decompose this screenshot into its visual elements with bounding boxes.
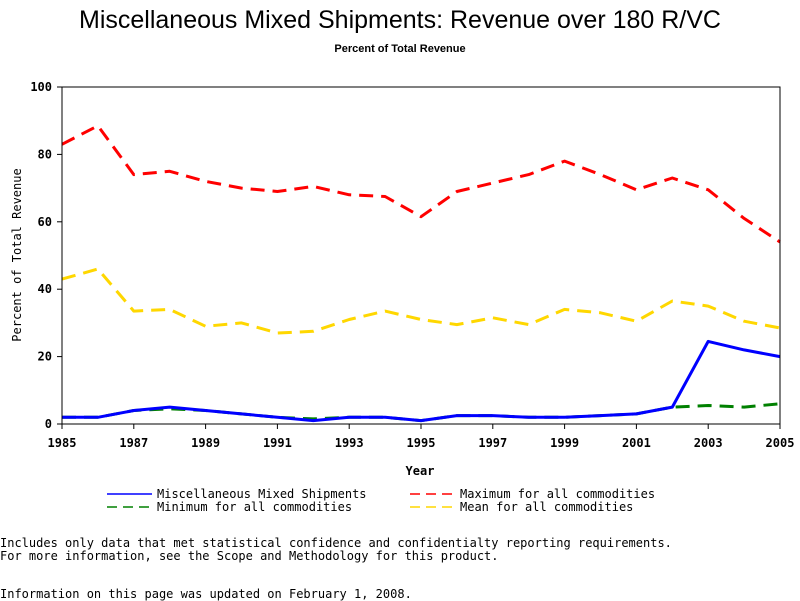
y-tick-label: 60 [38,215,52,229]
series-line-maximum-for-all-commodities [61,124,781,244]
y-tick-label: 20 [38,350,52,364]
footnote-confidentiality: Includes only data that met statistical … [0,536,672,550]
chart-title: Miscellaneous Mixed Shipments: Revenue o… [79,6,721,34]
legend: Miscellaneous Mixed Shipments Maximum for… [107,487,655,514]
x-tick-label: 2005 [766,436,795,450]
line-chart: 1985 1987 1989 1991 1993 1995 1997 1999 2001 2003… [10,80,795,514]
series-line-mean-for-all-commodities [61,267,781,335]
legend-label: Maximum for all commodities [460,487,655,501]
footnote-methodology: For more information, see the Scope and … [0,549,499,563]
plot-frame [61,86,781,425]
series-line-miscellaneous-mixed-shipments [62,339,781,423]
y-axis-label: Percent of Total Revenue [10,168,24,341]
x-tick-label: 1987 [119,436,148,450]
footnote-updated: Information on this page was updated on … [0,587,412,601]
x-tick-label: 1991 [263,436,292,450]
legend-label: Mean for all commodities [460,500,633,514]
x-tick-label: 1995 [407,436,436,450]
y-tick-label: 40 [38,282,52,296]
legend-label: Minimum for all commodities [157,500,352,514]
legend-label: Miscellaneous Mixed Shipments [157,487,367,501]
y-tick-label: 100 [30,80,52,94]
x-tick-label: 1993 [335,436,364,450]
x-tick-label: 2003 [694,436,723,450]
x-tick-label: 1989 [191,436,220,450]
x-tick-label: 1999 [550,436,579,450]
x-tick-label: 1997 [478,436,507,450]
chart-subtitle: Percent of Total Revenue [334,43,466,55]
y-tick-label: 80 [38,147,52,161]
x-tick-label: 2001 [622,436,651,450]
x-axis-label: Year [406,464,435,478]
x-tick-label: 1985 [48,436,77,450]
y-tick-label: 0 [45,417,52,431]
